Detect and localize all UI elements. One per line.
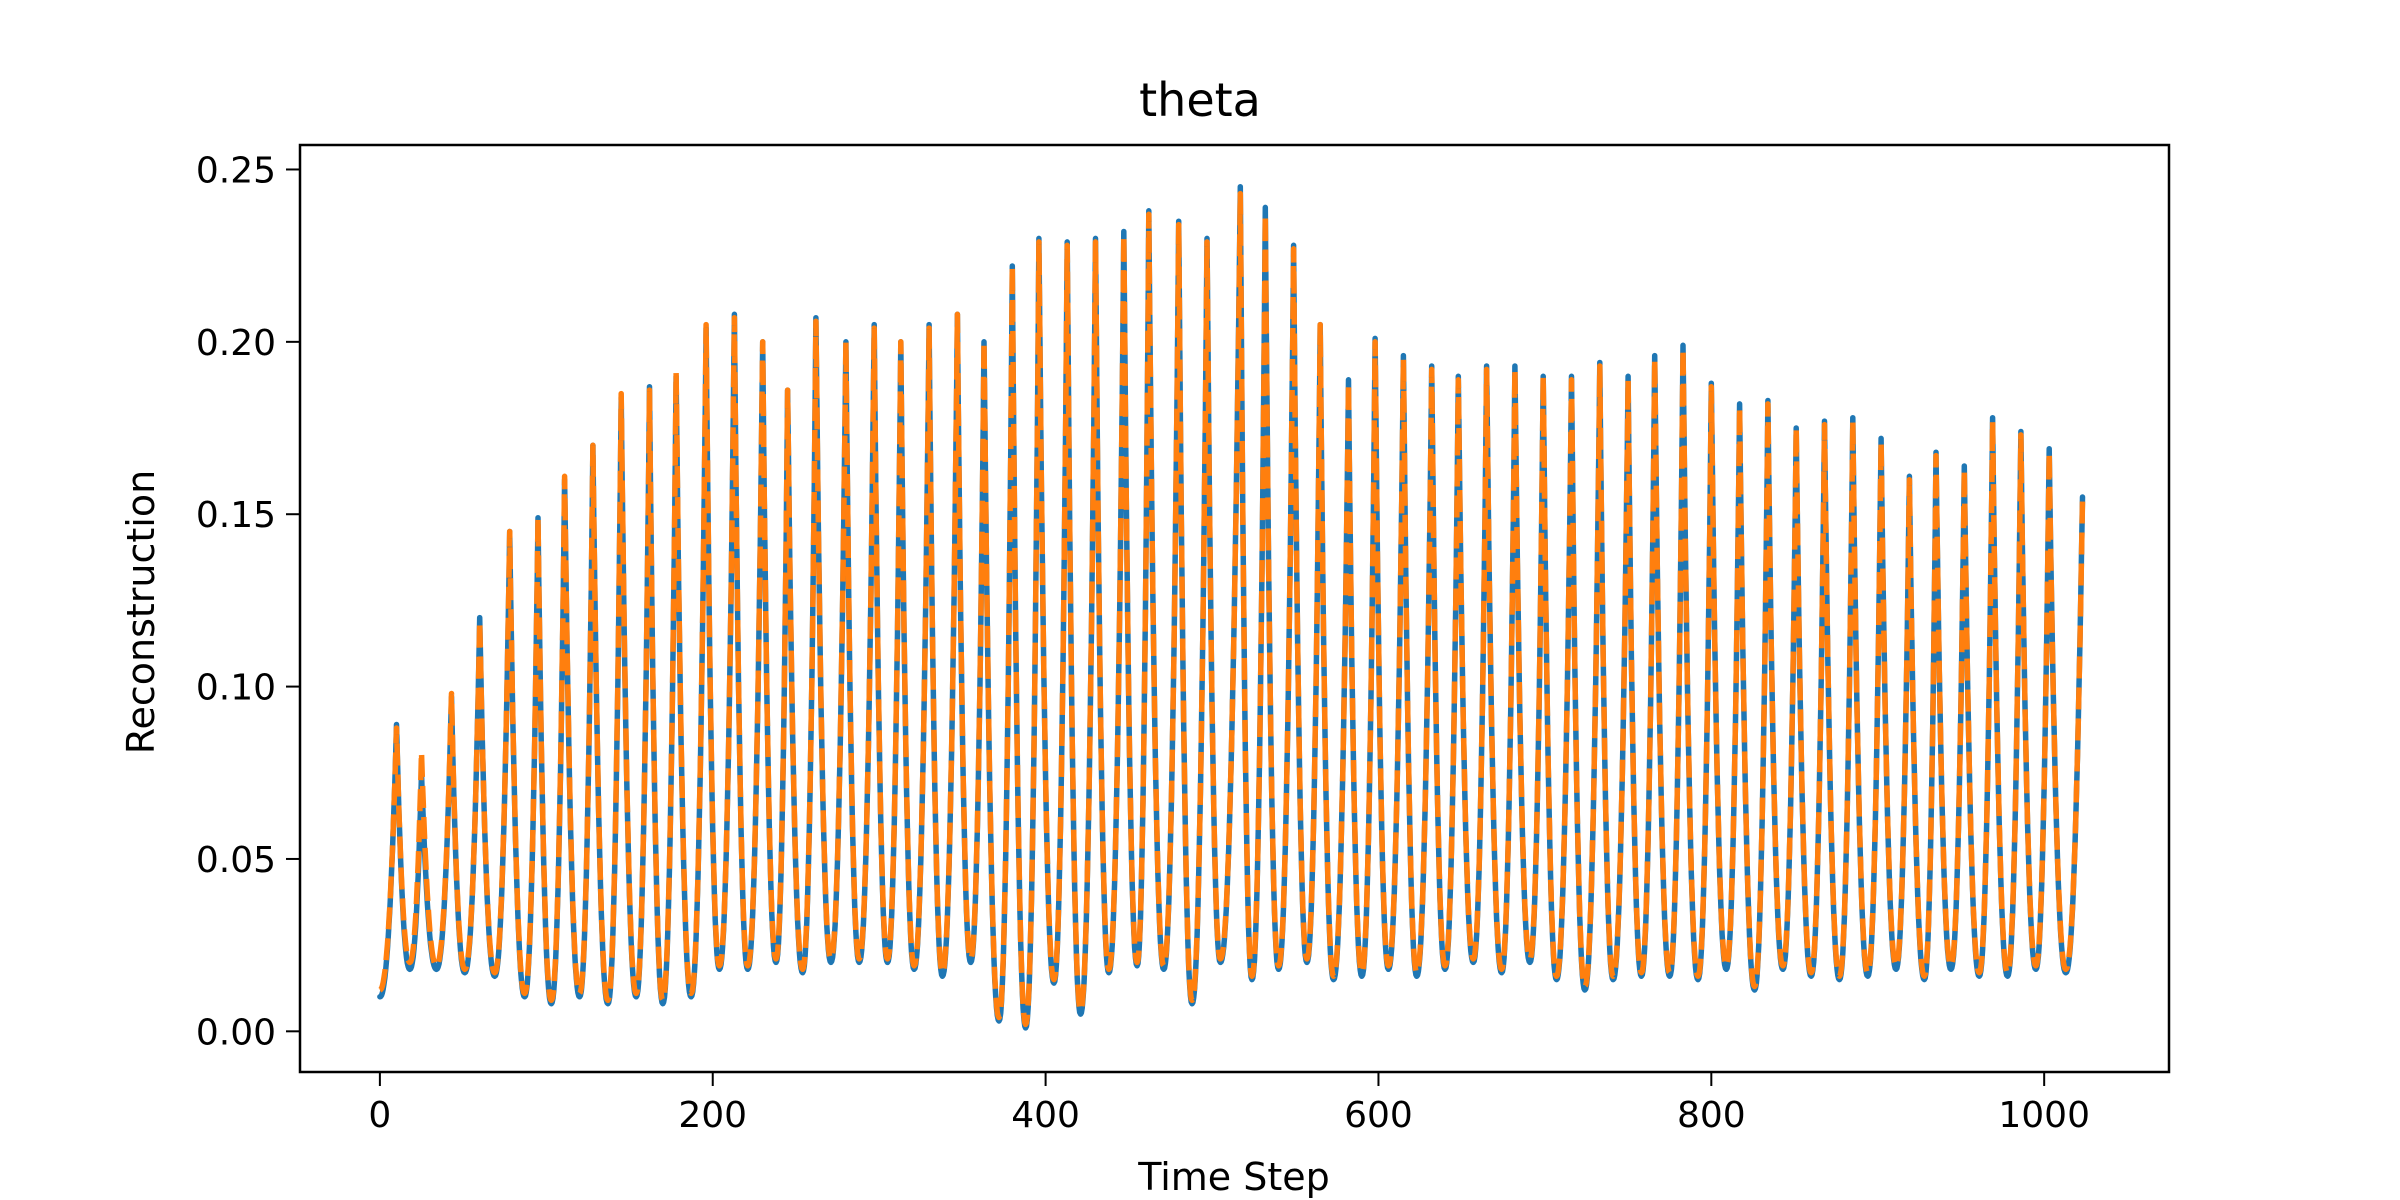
series-layer bbox=[377, 183, 2086, 1031]
y-tick-label: 0.10 bbox=[196, 668, 276, 709]
y-tick-label: 0.20 bbox=[196, 323, 276, 364]
x-axis-title: Time Step bbox=[1137, 1155, 1330, 1199]
x-tick-label: 1000 bbox=[1998, 1095, 2090, 1136]
y-tick-label: 0.15 bbox=[196, 495, 276, 536]
x-tick-label: 0 bbox=[368, 1095, 391, 1136]
x-tick-label: 200 bbox=[678, 1095, 747, 1136]
x-axis: 0 200 400 600 800 1000 bbox=[368, 1072, 2090, 1136]
y-tick-label: 0.00 bbox=[196, 1012, 276, 1053]
x-tick-label: 600 bbox=[1344, 1095, 1413, 1136]
y-tick-label: 0.25 bbox=[196, 150, 276, 191]
y-tick-label: 0.05 bbox=[196, 840, 276, 881]
x-tick-label: 400 bbox=[1011, 1095, 1080, 1136]
plot-frame bbox=[298, 143, 2171, 1074]
y-axis: 0.00 0.05 0.10 0.15 0.20 0.25 bbox=[196, 150, 300, 1053]
chart-title: theta bbox=[1139, 73, 1261, 127]
series-line-1 bbox=[377, 183, 2086, 1031]
x-tick-label: 800 bbox=[1677, 1095, 1746, 1136]
y-axis-title: Reconstruction bbox=[119, 470, 163, 754]
